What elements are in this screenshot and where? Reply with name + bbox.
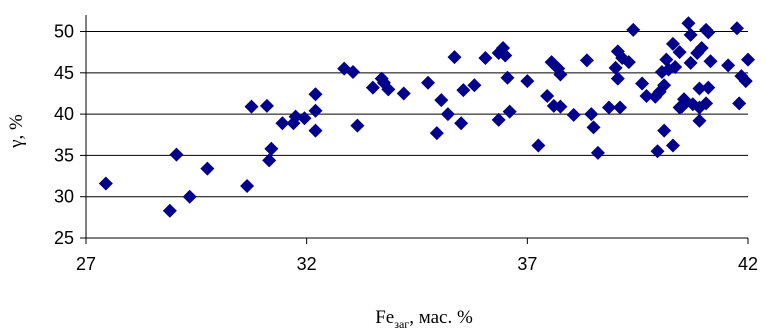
data-point (182, 189, 197, 204)
data-point (692, 81, 707, 96)
y-tick-label: 45 (54, 63, 74, 83)
data-point (668, 60, 683, 75)
data-point (703, 54, 718, 69)
data-point (681, 16, 696, 31)
data-point (308, 103, 323, 118)
data-point (665, 36, 680, 51)
data-point (502, 104, 517, 119)
data-point (169, 147, 184, 162)
data-point (699, 96, 714, 111)
data-point (478, 50, 493, 65)
y-tick-label: 25 (54, 228, 74, 248)
data-point (657, 123, 672, 138)
data-point (621, 55, 636, 70)
x-axis-title-suffix: , мас. % (409, 307, 473, 328)
x-tick-label: 37 (517, 254, 537, 274)
data-point (498, 48, 513, 63)
data-point (650, 144, 665, 159)
x-axis-title-subscript: заг (394, 317, 409, 331)
data-point (162, 203, 177, 218)
data-point (264, 141, 279, 156)
data-point (692, 113, 707, 128)
x-tick-label: 27 (76, 254, 96, 274)
y-tick-label: 40 (54, 104, 74, 124)
data-point (288, 109, 303, 124)
data-point (732, 96, 747, 111)
data-point (665, 138, 680, 153)
data-point (657, 78, 672, 93)
data-point (579, 53, 594, 68)
data-point (262, 153, 277, 168)
data-point (308, 87, 323, 102)
data-point (421, 75, 436, 90)
x-axis-title-base: Fe (375, 307, 394, 328)
data-point (639, 88, 654, 103)
data-point (608, 60, 623, 75)
data-point (553, 67, 568, 82)
gridlines (86, 31, 748, 198)
y-tick-label: 50 (54, 22, 74, 42)
data-point (613, 100, 628, 115)
data-point (308, 123, 323, 138)
data-point (434, 93, 449, 108)
data-point (454, 116, 469, 131)
data-point (721, 58, 736, 73)
data-point (381, 82, 396, 97)
data-point (738, 74, 753, 89)
data-point (566, 107, 581, 122)
data-point (553, 99, 568, 114)
data-point (694, 41, 709, 56)
data-point (520, 74, 535, 89)
data-point (615, 50, 630, 65)
data-point (540, 88, 555, 103)
data-point (447, 50, 462, 65)
data-point (590, 145, 605, 160)
data-point (729, 21, 744, 36)
data-point (610, 71, 625, 86)
data-point (586, 120, 601, 135)
data-points (98, 16, 755, 218)
data-point (350, 118, 365, 133)
data-point (200, 161, 215, 176)
x-axis-title: Feзаг, мас. % (375, 307, 473, 331)
data-point (467, 78, 482, 93)
data-point (429, 126, 444, 141)
data-point (244, 99, 259, 114)
data-point (672, 45, 687, 60)
data-point (346, 64, 361, 79)
data-point (440, 107, 455, 122)
data-point (240, 178, 255, 193)
data-point (500, 70, 515, 85)
data-point (98, 176, 113, 191)
data-point (601, 100, 616, 115)
tick-labels: 25 30 35 40 45 50 27 32 37 42 (54, 22, 758, 274)
data-point (491, 112, 506, 127)
y-tick-label: 35 (54, 145, 74, 165)
data-point (683, 27, 698, 42)
x-tick-label: 32 (297, 254, 317, 274)
data-point (683, 55, 698, 70)
data-point (297, 111, 312, 126)
data-point (275, 116, 290, 131)
data-point (396, 86, 411, 101)
data-point (456, 83, 471, 98)
data-point (741, 52, 755, 67)
data-point (661, 62, 676, 77)
data-point (659, 52, 674, 67)
data-point (531, 138, 546, 153)
data-point (584, 107, 599, 122)
data-point (635, 76, 650, 91)
y-tick-label: 30 (54, 187, 74, 207)
axes (80, 15, 749, 244)
data-point (701, 80, 716, 95)
data-point (259, 98, 274, 113)
x-tick-label: 42 (738, 254, 758, 274)
data-point (701, 25, 716, 40)
y-axis-title: γ, % (6, 114, 27, 149)
data-point (626, 22, 641, 37)
data-point (365, 80, 380, 95)
